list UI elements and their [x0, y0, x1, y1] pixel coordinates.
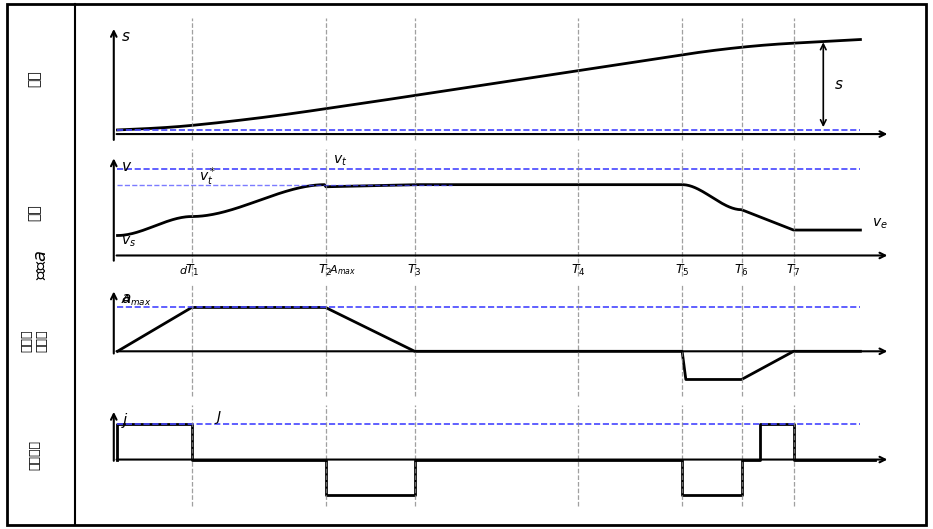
Text: $v_t^*$: $v_t^*$	[200, 166, 216, 188]
Text: $T_6$: $T_6$	[734, 262, 749, 278]
Text: $v_e$: $v_e$	[871, 216, 887, 231]
Text: $v_s$: $v_s$	[121, 234, 136, 249]
Text: $v$: $v$	[121, 159, 132, 174]
Text: $d$: $d$	[179, 263, 188, 276]
Text: $T_7$: $T_7$	[787, 262, 801, 278]
Text: 加加速度: 加加速度	[28, 440, 41, 470]
Text: $T_2$: $T_2$	[318, 262, 333, 278]
Text: $A_{max}$: $A_{max}$	[121, 293, 151, 308]
Text: $T_5$: $T_5$	[675, 262, 689, 278]
Text: $J$: $J$	[214, 409, 222, 426]
Text: 情况$a$: 情况$a$	[32, 249, 50, 280]
Text: $A_{max}$: $A_{max}$	[329, 263, 356, 277]
Text: $T_3$: $T_3$	[408, 262, 422, 278]
Text: 速度: 速度	[27, 204, 41, 221]
Text: $T_1$: $T_1$	[185, 262, 199, 278]
Text: $s$: $s$	[121, 30, 131, 44]
Text: $a$: $a$	[121, 290, 132, 306]
Text: $v_t$: $v_t$	[333, 154, 347, 168]
Text: 位移: 位移	[27, 71, 41, 87]
Text: $j$: $j$	[121, 411, 129, 430]
Text: $T_4$: $T_4$	[571, 262, 585, 278]
Text: 加速度
加速度: 加速度 加速度	[21, 329, 49, 352]
Text: $s$: $s$	[834, 77, 844, 92]
